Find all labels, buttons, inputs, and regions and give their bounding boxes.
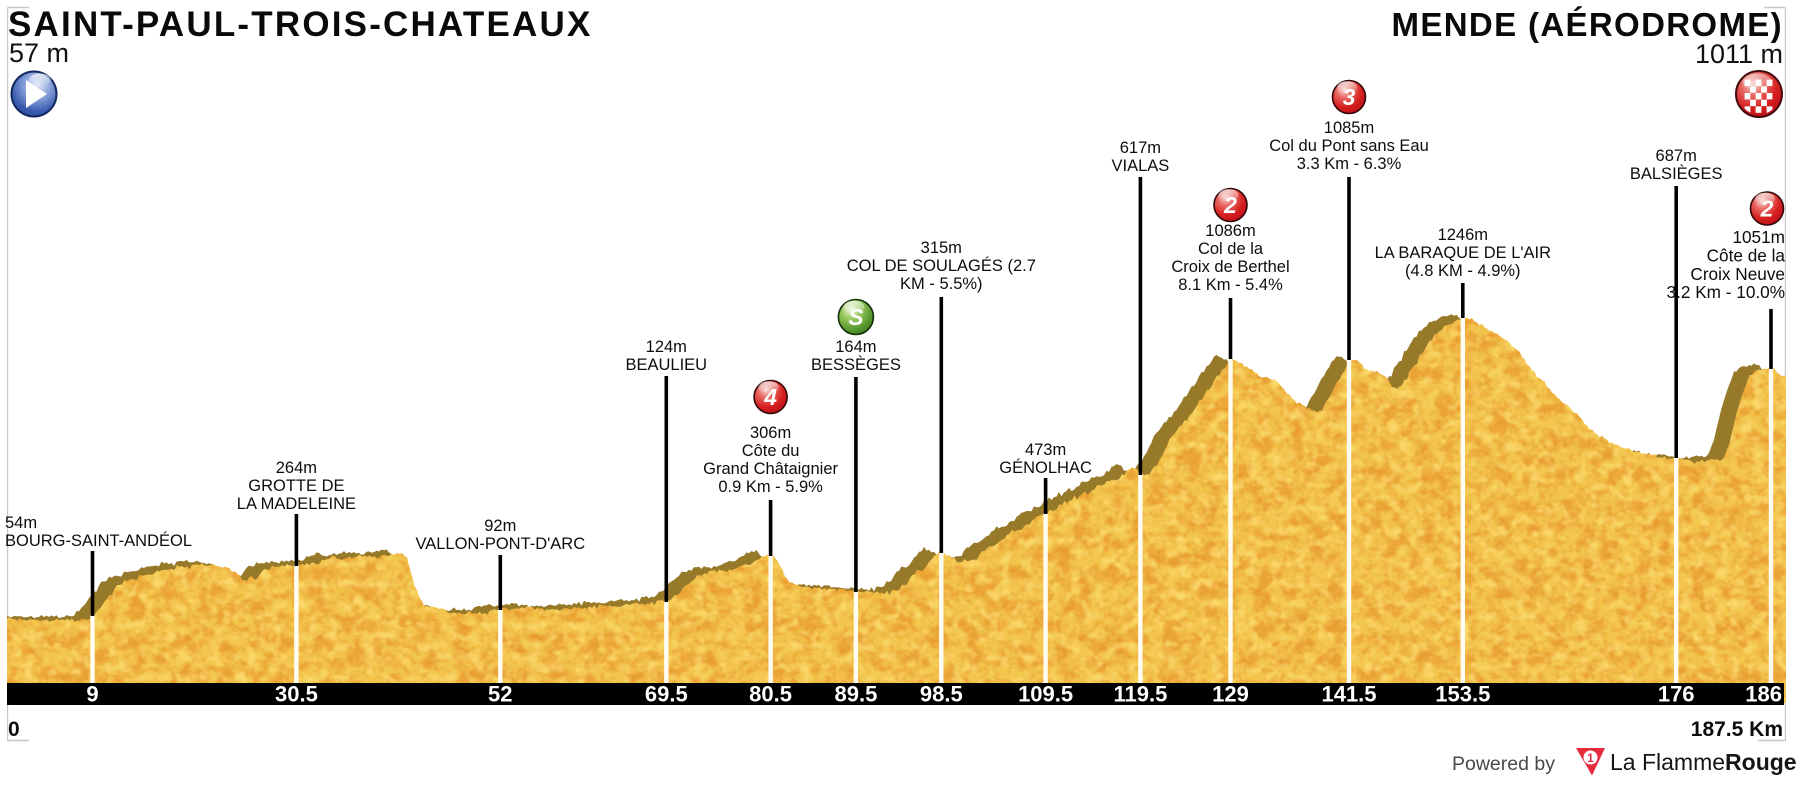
- svg-text:687m: 687m: [1656, 147, 1697, 165]
- svg-text:La FlammeRouge: La FlammeRouge: [1610, 749, 1796, 775]
- svg-text:BEAULIEU: BEAULIEU: [625, 356, 707, 374]
- svg-text:57 m: 57 m: [9, 38, 69, 68]
- svg-text:52: 52: [488, 682, 512, 707]
- svg-text:LA MADELEINE: LA MADELEINE: [237, 495, 356, 513]
- svg-text:SAINT-PAUL-TROIS-CHATEAUX: SAINT-PAUL-TROIS-CHATEAUX: [8, 5, 593, 44]
- svg-text:186: 186: [1745, 682, 1782, 707]
- svg-text:3.3 Km - 6.3%: 3.3 Km - 6.3%: [1297, 155, 1402, 173]
- svg-text:3.2 Km - 10.0%: 3.2 Km - 10.0%: [1667, 282, 1785, 302]
- svg-text:264m: 264m: [276, 459, 317, 477]
- svg-text:164m: 164m: [835, 338, 876, 356]
- svg-text:187.5 Km: 187.5 Km: [1691, 718, 1783, 741]
- svg-text:119.5: 119.5: [1113, 682, 1167, 707]
- svg-text:BESSÈGES: BESSÈGES: [811, 355, 901, 374]
- svg-text:69.5: 69.5: [645, 682, 688, 707]
- svg-text:BOURG-SAINT-ANDÉOL: BOURG-SAINT-ANDÉOL: [5, 531, 192, 550]
- svg-text:129: 129: [1212, 682, 1249, 707]
- svg-text:Côte de la: Côte de la: [1707, 246, 1786, 266]
- svg-text:0.9 Km - 5.9%: 0.9 Km - 5.9%: [718, 478, 823, 496]
- svg-text:(4.8 KM - 4.9%): (4.8 KM - 4.9%): [1405, 262, 1521, 280]
- svg-text:0: 0: [8, 718, 20, 741]
- svg-text:4: 4: [763, 384, 777, 410]
- svg-text:98.5: 98.5: [920, 682, 963, 707]
- svg-text:Col du Pont sans Eau: Col du Pont sans Eau: [1269, 137, 1429, 155]
- svg-text:Powered by: Powered by: [1452, 753, 1555, 775]
- svg-text:1086m: 1086m: [1205, 222, 1255, 240]
- svg-text:LA BARAQUE DE L'AIR: LA BARAQUE DE L'AIR: [1375, 244, 1552, 262]
- svg-text:30.5: 30.5: [275, 682, 318, 707]
- svg-text:VALLON-PONT-D'ARC: VALLON-PONT-D'ARC: [415, 535, 585, 553]
- svg-text:GÉNOLHAC: GÉNOLHAC: [999, 458, 1092, 477]
- svg-text:153.5: 153.5: [1435, 682, 1490, 707]
- svg-text:92m: 92m: [484, 517, 516, 535]
- svg-text:KM - 5.5%): KM - 5.5%): [900, 275, 983, 293]
- svg-text:Col de la: Col de la: [1198, 240, 1264, 258]
- svg-text:1011 m: 1011 m: [1695, 39, 1783, 69]
- svg-text:MENDE (AÉRODROME): MENDE (AÉRODROME): [1392, 6, 1783, 43]
- svg-text:S: S: [848, 304, 864, 330]
- svg-text:109.5: 109.5: [1018, 682, 1073, 707]
- svg-text:Croix de Berthel: Croix de Berthel: [1171, 258, 1289, 276]
- svg-text:315m: 315m: [921, 239, 962, 257]
- svg-text:3: 3: [1343, 84, 1356, 110]
- svg-text:8.1 Km - 5.4%: 8.1 Km - 5.4%: [1178, 276, 1283, 294]
- svg-text:1246m: 1246m: [1438, 226, 1488, 244]
- svg-text:BALSIÈGES: BALSIÈGES: [1630, 164, 1723, 183]
- svg-text:124m: 124m: [646, 338, 687, 356]
- svg-text:473m: 473m: [1025, 441, 1066, 459]
- svg-text:306m: 306m: [750, 424, 791, 442]
- svg-text:176: 176: [1658, 682, 1695, 707]
- svg-text:9: 9: [86, 682, 98, 707]
- svg-text:1: 1: [1587, 753, 1594, 765]
- svg-text:80.5: 80.5: [749, 682, 792, 707]
- svg-text:GROTTE DE: GROTTE DE: [248, 477, 344, 495]
- svg-text:2: 2: [1760, 196, 1774, 222]
- svg-text:Côte du: Côte du: [742, 442, 800, 460]
- svg-text:141.5: 141.5: [1321, 682, 1376, 707]
- svg-text:89.5: 89.5: [834, 682, 877, 707]
- svg-text:COL DE SOULAGÉS (2.7: COL DE SOULAGÉS (2.7: [847, 256, 1036, 275]
- svg-text:617m: 617m: [1120, 139, 1161, 157]
- svg-text:Croix Neuve: Croix Neuve: [1690, 264, 1785, 284]
- svg-text:1051m: 1051m: [1732, 227, 1785, 247]
- svg-text:VIALAS: VIALAS: [1112, 157, 1170, 175]
- svg-text:54m: 54m: [5, 514, 37, 532]
- svg-text:1085m: 1085m: [1324, 119, 1374, 137]
- svg-text:2: 2: [1223, 192, 1237, 218]
- svg-text:Grand Châtaignier: Grand Châtaignier: [703, 460, 838, 478]
